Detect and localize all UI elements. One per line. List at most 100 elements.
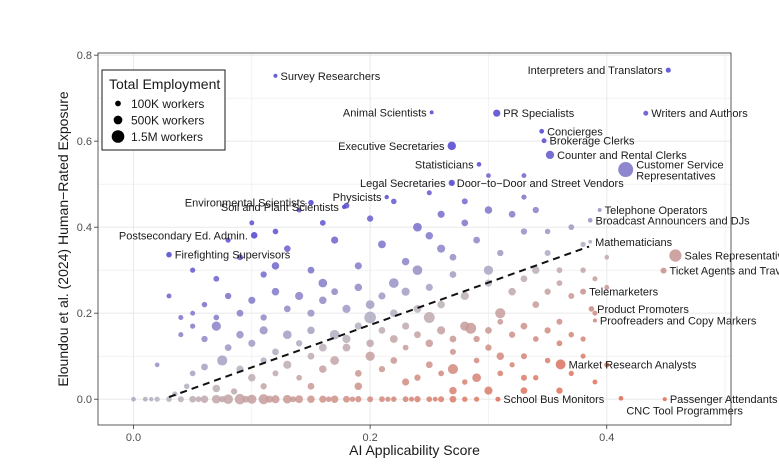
axis-ticks: 0.0 0.2 0.4 0.0 0.2 0.4 0.6 0.8	[77, 50, 615, 444]
data-point	[307, 326, 315, 335]
fit-line-group	[168, 245, 590, 398]
data-point	[200, 395, 209, 403]
data-point	[556, 318, 563, 325]
data-point	[330, 356, 339, 365]
data-point	[461, 198, 468, 205]
data-point	[544, 228, 551, 235]
data-point	[496, 352, 505, 360]
data-point	[211, 321, 221, 331]
data-point	[217, 355, 228, 366]
data-point	[378, 365, 386, 373]
data-point	[201, 301, 208, 308]
data-point	[425, 361, 433, 369]
point-label: Environmental Scientists	[185, 198, 306, 210]
labeled-data-point	[541, 138, 547, 144]
data-point	[271, 287, 280, 296]
data-point	[248, 373, 256, 382]
data-point	[520, 275, 528, 283]
data-point	[325, 396, 332, 403]
data-point	[544, 249, 551, 256]
data-point	[495, 308, 506, 319]
data-point	[465, 322, 477, 334]
data-point	[508, 331, 516, 338]
data-point	[401, 287, 410, 296]
point-label: School Bus Monitors	[503, 394, 604, 406]
data-point	[497, 318, 504, 325]
data-point	[378, 240, 386, 249]
data-point	[260, 383, 267, 390]
point-label: Telephone Operators	[605, 205, 708, 217]
data-point	[343, 395, 350, 403]
data-point	[449, 395, 457, 403]
data-point	[236, 330, 244, 339]
data-point	[342, 343, 351, 352]
data-point	[364, 311, 376, 324]
data-point	[378, 292, 386, 300]
data-point	[211, 394, 221, 404]
data-point	[195, 396, 202, 403]
data-point	[580, 241, 586, 247]
data-point	[391, 198, 397, 205]
data-point	[354, 382, 363, 391]
data-point	[295, 395, 304, 404]
data-point	[401, 257, 410, 266]
data-point	[425, 339, 434, 348]
data-point	[224, 344, 232, 351]
data-point	[354, 322, 362, 330]
data-point	[461, 219, 469, 227]
data-point	[592, 379, 598, 385]
data-point	[296, 207, 302, 213]
y-tick-label: 0.8	[77, 50, 92, 62]
point-label: Product Promoters	[597, 304, 689, 316]
data-point	[473, 335, 480, 343]
data-point	[318, 278, 328, 288]
point-label: Survey Researchers	[281, 71, 381, 83]
data-point	[331, 288, 339, 296]
y-tick-label: 0.2	[77, 308, 92, 320]
point-label: Concierges	[547, 126, 603, 138]
data-point	[295, 340, 303, 347]
data-point	[149, 396, 154, 402]
fit-line	[168, 245, 590, 398]
data-point	[247, 394, 257, 404]
data-point	[242, 395, 250, 403]
data-point	[295, 291, 304, 301]
data-point	[462, 379, 468, 385]
data-point	[201, 363, 208, 371]
data-point	[183, 383, 190, 390]
legend: Total Employment 100K workers 500K worker…	[101, 69, 226, 151]
data-point	[437, 210, 445, 218]
point-label-line: Representatives	[636, 171, 716, 183]
point-label: Broadcast Announcers and DJs	[596, 215, 751, 227]
data-point	[485, 327, 492, 334]
data-point	[260, 271, 267, 278]
data-point	[378, 327, 386, 334]
data-point	[391, 396, 397, 402]
point-label: Soil and Plant Scientists	[221, 202, 340, 214]
point-label: Interpreters and Translators	[528, 65, 664, 77]
data-point	[483, 265, 494, 275]
data-point	[568, 331, 575, 338]
x-tick-label: 0.2	[362, 432, 377, 444]
point-label: Passenger Attendants	[670, 394, 778, 406]
data-point	[508, 210, 516, 218]
data-point	[236, 309, 244, 317]
data-point	[330, 395, 339, 403]
data-point	[437, 244, 446, 253]
data-point	[213, 314, 220, 321]
point-label: Ticket Agents and Travel Clerks	[670, 266, 779, 278]
data-point	[447, 364, 459, 375]
x-tick-label: 0.0	[126, 432, 141, 444]
point-label: Counter and Rental Clerks	[557, 150, 687, 162]
point-label: Postsecondary Ed. Admin.	[119, 230, 248, 242]
point-label-line: Customer Service	[636, 160, 723, 172]
labeled-data-point	[588, 306, 595, 312]
data-point	[389, 335, 398, 343]
data-point	[385, 396, 391, 402]
data-point	[213, 275, 220, 282]
data-point	[592, 276, 598, 282]
data-point	[272, 228, 279, 235]
data-point	[154, 362, 160, 368]
data-point	[283, 305, 291, 313]
x-axis-title: AI Applicability Score	[349, 442, 480, 458]
